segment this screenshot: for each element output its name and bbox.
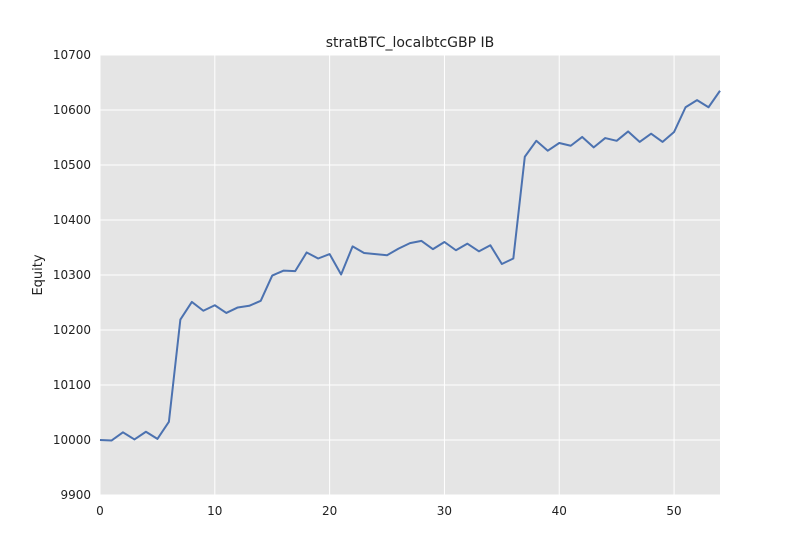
- y-tick-label: 10000: [53, 433, 91, 447]
- x-tick-label: 50: [666, 504, 681, 518]
- y-tick-label: 10400: [53, 213, 91, 227]
- y-tick-label: 10200: [53, 323, 91, 337]
- x-axis-ticks: 0 10 20 30 40 50: [96, 504, 682, 518]
- y-axis-label: Equity: [31, 254, 46, 295]
- equity-series-line: [99, 90, 721, 442]
- x-tick-label: 20: [322, 504, 337, 518]
- x-tick-label: 40: [552, 504, 567, 518]
- y-tick-label: 10100: [53, 378, 91, 392]
- y-axis-ticks: 9900 10000 10100 10200 10300 10400 10500 10600 1…: [53, 48, 91, 502]
- y-tick-label: 9900: [60, 488, 91, 502]
- chart-title: stratBTC_localbtcGBP IB: [326, 35, 495, 51]
- grid-lines: [99, 54, 720, 496]
- x-tick-label: 10: [207, 504, 222, 518]
- x-tick-label: 30: [437, 504, 452, 518]
- y-tick-label: 10500: [53, 158, 91, 172]
- series-group: [99, 90, 721, 442]
- x-tick-label: 0: [96, 504, 104, 518]
- y-tick-label: 10600: [53, 103, 91, 117]
- y-tick-label: 10300: [53, 268, 91, 282]
- y-tick-label: 10700: [53, 48, 91, 62]
